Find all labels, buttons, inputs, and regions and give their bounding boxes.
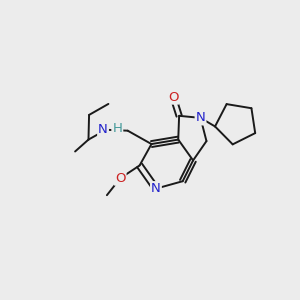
Text: N: N <box>98 123 108 136</box>
Text: O: O <box>168 91 178 103</box>
Text: O: O <box>115 172 125 185</box>
Text: N: N <box>151 182 161 195</box>
Text: H: H <box>112 122 122 135</box>
Text: N: N <box>196 111 206 124</box>
